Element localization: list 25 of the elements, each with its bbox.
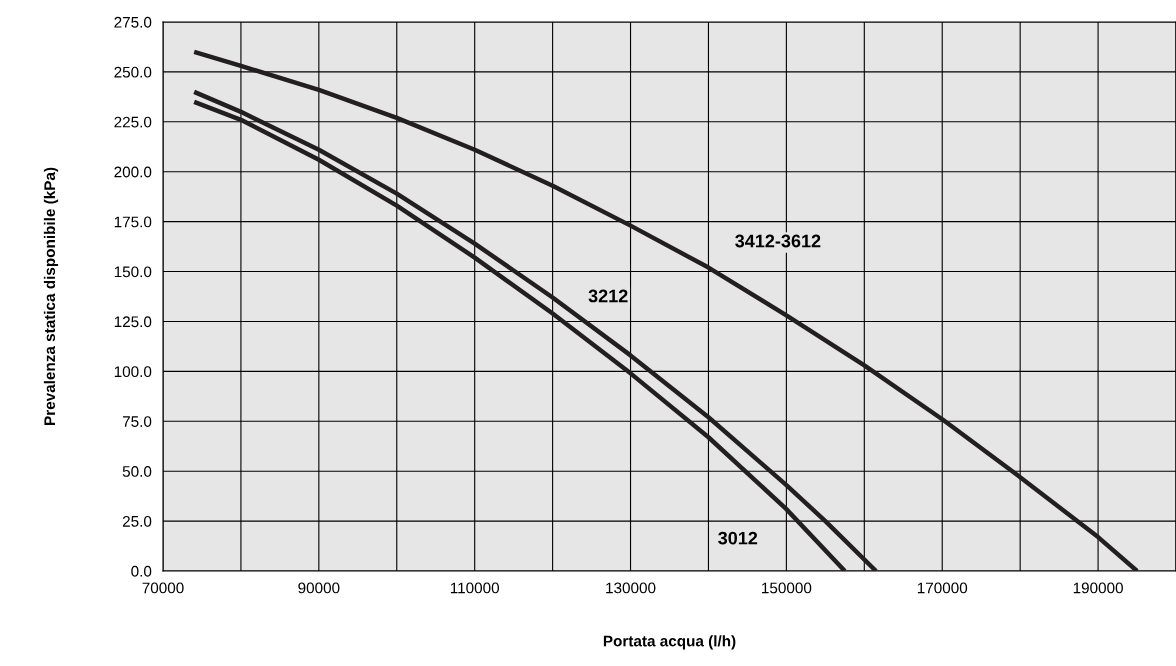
y-tick-label: 25.0 (122, 515, 152, 527)
x-tick-label: 110000 (450, 582, 500, 594)
series-label: 3212 (588, 289, 628, 303)
x-tick-label: 150000 (762, 582, 812, 594)
y-tick-label: 0.0 (131, 565, 152, 577)
y-tick-label: 200.0 (114, 166, 152, 178)
y-tick-label: 175.0 (114, 216, 152, 228)
x-tick-label: 70000 (142, 582, 184, 594)
y-tick-label: 250.0 (114, 66, 152, 78)
text: 3012 (718, 531, 758, 545)
y-tick-label: 275.0 (114, 16, 152, 28)
y-tick-label: 50.0 (122, 466, 152, 477)
x-tick-label: 170000 (917, 582, 968, 594)
line-series (191, 49, 1140, 571)
x-tick-label: 130000 (606, 582, 656, 594)
x-tick-label: 90000 (298, 582, 340, 594)
x-axis-title: Portata acqua (l/h) (603, 635, 736, 650)
y-tick-label: 225.0 (114, 116, 152, 128)
y-tick-label: 75.0 (122, 416, 152, 427)
y-tick-label: 100.0 (114, 366, 152, 378)
y-tick-label: 150.0 (114, 266, 152, 278)
series-label: 3412-3612 (735, 234, 821, 248)
y-tick-label: 125.0 (114, 316, 152, 328)
x-tick-label: 190000 (1073, 582, 1123, 594)
y-axis-title: Prevalenza statica disponibile (kPa) (43, 167, 59, 425)
